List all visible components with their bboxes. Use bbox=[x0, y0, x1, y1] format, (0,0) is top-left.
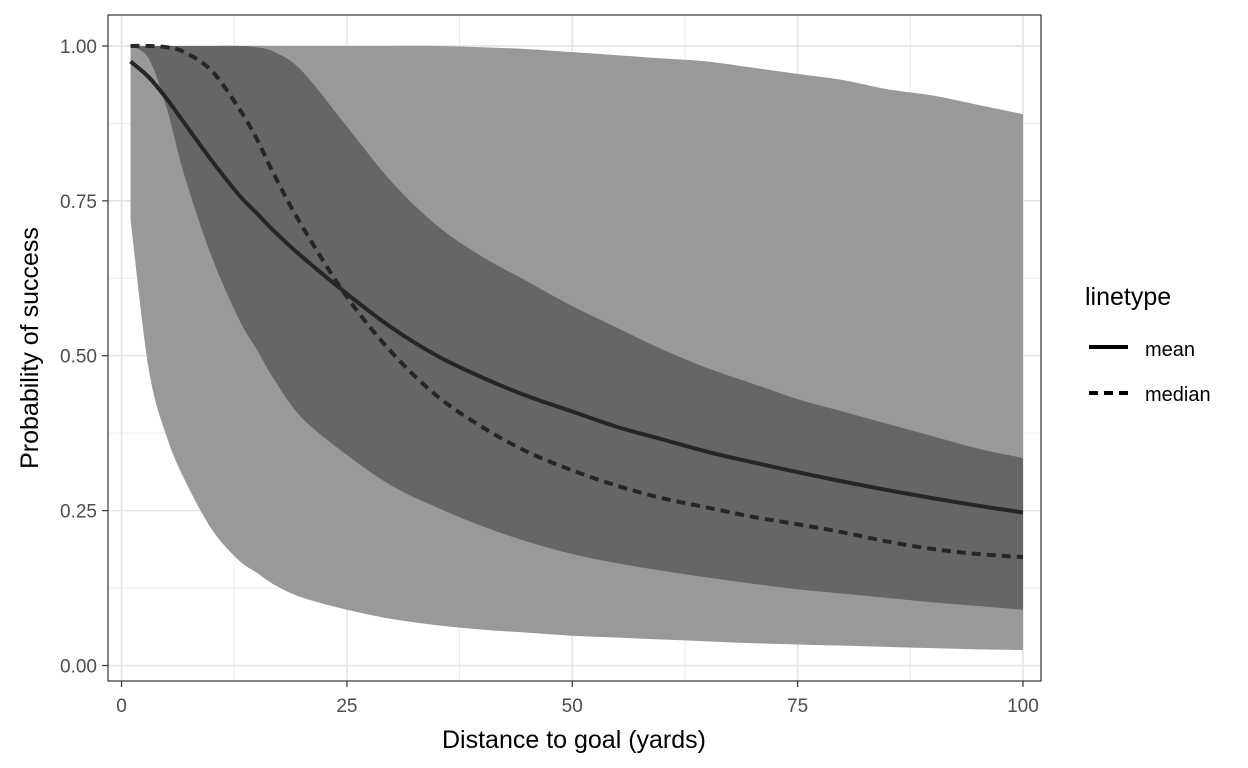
y-tick-label: 0.25 bbox=[60, 502, 97, 523]
x-tick-label: 0 bbox=[116, 696, 127, 717]
legend-label-mean: mean bbox=[1145, 339, 1195, 361]
legend-title: linetype bbox=[1085, 283, 1171, 311]
series-line-median bbox=[130, 43, 1024, 560]
y-axis: 0.00 0.25 0.50 0.75 1.00 bbox=[60, 37, 108, 678]
x-axis-title: Distance to goal (yards) bbox=[442, 726, 706, 754]
y-tick-label: 0.75 bbox=[60, 192, 97, 213]
series-lines bbox=[129, 43, 1024, 560]
x-tick-label: 25 bbox=[336, 696, 357, 717]
plot-panel-border bbox=[107, 14, 1042, 682]
band-inner bbox=[130, 45, 1023, 610]
legend-label-median: median bbox=[1145, 384, 1211, 406]
x-tick-label: 50 bbox=[562, 696, 583, 717]
x-tick-label: 100 bbox=[1007, 696, 1039, 717]
uncertainty-bands bbox=[130, 45, 1023, 651]
y-tick-label: 0.50 bbox=[60, 347, 97, 368]
series-line-mean bbox=[129, 59, 1024, 515]
y-tick-label: 0.00 bbox=[60, 657, 97, 678]
y-axis-title: Probability of success bbox=[16, 227, 44, 469]
x-axis: 0 25 50 75 100 bbox=[116, 681, 1039, 717]
x-tick-label: 75 bbox=[787, 696, 808, 717]
y-tick-label: 1.00 bbox=[60, 37, 97, 58]
legend: linetype mean median bbox=[1085, 283, 1211, 406]
